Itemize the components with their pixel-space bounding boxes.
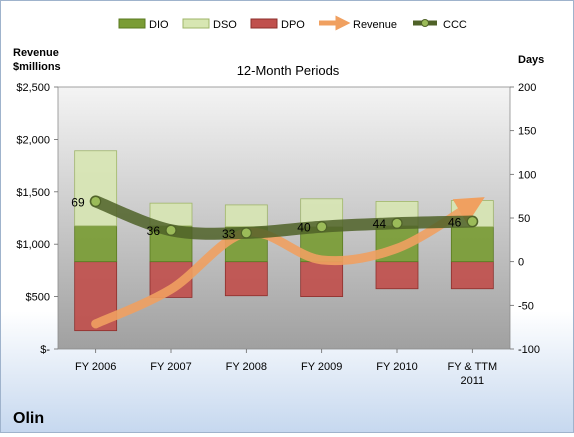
bar-dso [74, 150, 118, 227]
x-tick-label: FY & TTM [447, 361, 497, 373]
ccc-point [240, 227, 252, 239]
bar-dpo [450, 261, 494, 290]
x-tick-label: 2011 [461, 375, 485, 387]
chart-title: 12-Month Periods [237, 63, 340, 78]
ccc-line [89, 195, 479, 240]
right-axis: -100 -50 0 50 100 150 200 [510, 82, 540, 356]
ccc-point [165, 224, 177, 236]
bar-dpo [375, 261, 419, 290]
ccc-data-label: 46 [448, 215, 462, 229]
right-tick-label: 0 [518, 257, 524, 269]
legend-label-dio: DIO [149, 19, 169, 31]
revenue-line [91, 197, 485, 329]
left-tick-label: $500 [26, 292, 50, 304]
x-tick-label: FY 2010 [376, 361, 417, 373]
ccc-point [391, 217, 403, 229]
bar-dio [450, 226, 494, 263]
bar-dio [74, 225, 118, 263]
legend-swatch-dso [182, 18, 210, 29]
left-tick-label: $2,500 [16, 82, 50, 94]
legend: DIO DSO DPO Revenue CCC [118, 15, 467, 31]
company-name: Olin [13, 410, 44, 427]
x-tick-label: FY 2009 [301, 361, 342, 373]
ccc-data-label: 44 [373, 217, 387, 231]
ccc-series: 69 36 33 40 44 46 [71, 195, 479, 241]
legend-swatch-dio [118, 18, 146, 29]
left-tick-label: $- [40, 344, 50, 356]
right-tick-label: 200 [518, 82, 536, 94]
legend-label-revenue: Revenue [353, 19, 397, 31]
bar-dso [224, 204, 268, 228]
left-tick-label: $2,000 [16, 134, 50, 146]
left-tick-label: $1,000 [16, 239, 50, 251]
ccc-data-label: 36 [147, 224, 161, 238]
x-tick-label: FY 2008 [226, 361, 267, 373]
bar-dpo [300, 261, 344, 297]
ccc-point [90, 195, 102, 208]
legend-label-dpo: DPO [281, 19, 305, 31]
ccc-data-label: 40 [297, 221, 311, 235]
left-axis-label-line1: Revenue [13, 47, 59, 59]
legend-marker-ccc [421, 19, 429, 27]
revenue-series [91, 197, 485, 329]
ccc-data-label: 69 [71, 195, 85, 209]
x-tick-label: FY 2007 [150, 361, 191, 373]
left-axis-label-line2: $millions [13, 61, 61, 73]
x-tick-label: FY 2006 [75, 361, 116, 373]
bars-group [74, 150, 494, 332]
right-tick-label: -50 [518, 300, 534, 312]
x-axis: FY 2006 FY 2007 FY 2008 FY 2009 FY 2010 FY & … [75, 349, 497, 387]
right-tick-label: 150 [518, 126, 536, 138]
right-tick-label: 100 [518, 169, 536, 181]
bar-dpo [224, 261, 268, 297]
ccc-data-label: 33 [222, 227, 236, 241]
right-axis-label: Days [518, 54, 544, 66]
right-tick-label: -100 [518, 344, 540, 356]
legend-swatch-dpo [250, 18, 278, 29]
left-axis: $- $500 $1,000 $1,500 $2,000 $2,500 [16, 82, 58, 356]
legend-label-ccc: CCC [443, 19, 467, 31]
legend-label-dso: DSO [213, 19, 237, 31]
left-tick-label: $1,500 [16, 187, 50, 199]
ccc-point [316, 221, 328, 233]
right-tick-label: 50 [518, 213, 530, 225]
ccc-point [466, 215, 478, 228]
